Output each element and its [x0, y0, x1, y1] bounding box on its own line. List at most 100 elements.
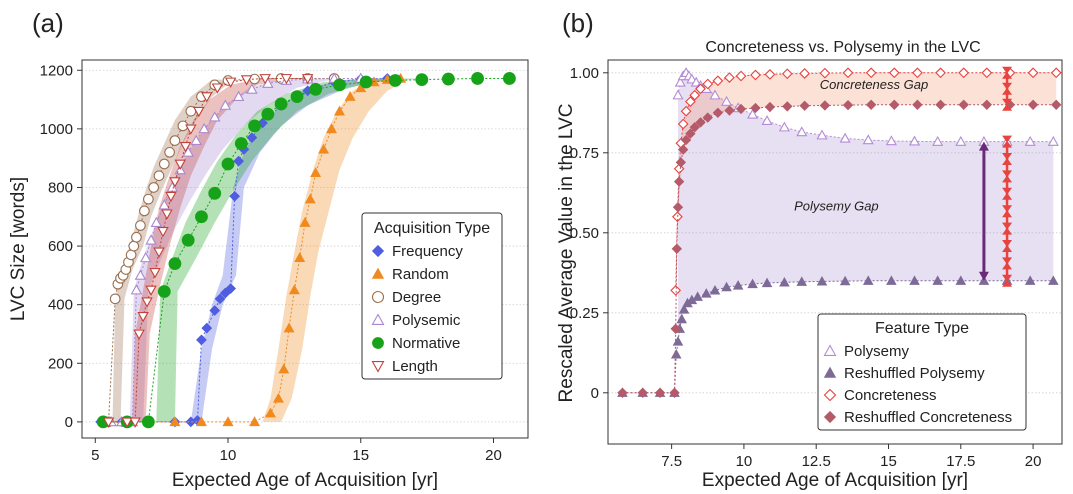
panel-b-title: Concreteness vs. Polysemy in the LVC	[705, 39, 980, 56]
panel-b-chart: Concreteness vs. Polysemy in the LVC Con…	[556, 39, 1063, 491]
panel-a-y-tick-label: 0	[65, 414, 73, 431]
point-concreteness	[695, 83, 706, 95]
point-polysemy	[709, 89, 721, 100]
point-degree	[109, 293, 121, 305]
panel-b-legend-item-polysemy: Polysemy	[844, 343, 910, 360]
band-random	[262, 79, 409, 422]
point-normative	[248, 119, 261, 133]
point-reshuffled-concreteness	[669, 387, 680, 398]
point-length	[145, 285, 157, 296]
panel-a-y-axis-label: LVC Size [words]	[8, 177, 29, 321]
point-polysemic	[209, 111, 221, 122]
panel-a-ticks: 0 200 400 600 800 1000 1200 5 10 15 20	[40, 62, 502, 464]
point-polysemy	[1024, 135, 1036, 146]
point-random	[304, 193, 316, 204]
panel-a-legend: Acquisition Type Frequency Random Degree Po…	[361, 212, 503, 380]
point-length	[211, 83, 224, 94]
point-reshuffled-polysemy	[1048, 275, 1059, 285]
point-normative	[441, 72, 455, 86]
panel-b-y-tick-label: 0.50	[570, 225, 599, 242]
point-normative	[168, 257, 182, 271]
point-reshuffled-concreteness	[842, 99, 854, 111]
point-reshuffled-concreteness	[675, 157, 687, 168]
point-normative	[234, 137, 248, 150]
panel-b-legend-marker-reshuffled-polysemy	[823, 366, 837, 378]
point-degree	[131, 231, 142, 243]
panel-a-legend-item-frequency: Frequency	[392, 243, 463, 260]
point-reshuffled-concreteness	[865, 99, 877, 110]
gap-arrow-1	[1002, 66, 1013, 111]
point-polysemy	[1047, 135, 1059, 146]
point-degree	[125, 249, 137, 261]
point-polysemic	[145, 234, 157, 245]
point-polysemy	[932, 135, 944, 146]
point-polysemic	[219, 99, 232, 110]
point-reshuffled-polysemy	[909, 275, 920, 285]
panel-a-legend-marker-polysemic	[371, 313, 385, 325]
panel-b-gap-arrows	[978, 66, 1013, 287]
point-polysemic	[150, 216, 163, 228]
point-normative	[359, 75, 373, 89]
panel-b-ticks: 0 0.25 0.50 0.75 1.00 7.5 10 12.5 15 17.5 20	[570, 65, 1042, 470]
point-polysemy	[862, 134, 874, 145]
panel-b-frame	[607, 59, 1063, 445]
point-reshuffled-concreteness	[735, 103, 747, 115]
point-random	[272, 392, 284, 403]
point-polysemy	[674, 76, 686, 87]
point-normative	[261, 107, 275, 121]
point-normative	[181, 233, 195, 247]
point-reshuffled-concreteness	[799, 100, 810, 111]
point-normative	[309, 82, 323, 96]
point-reshuffled-polysemy	[676, 313, 688, 324]
panel-b-legend-box	[817, 313, 1027, 431]
point-reshuffled-polysemy	[672, 336, 684, 346]
panel-b-x-tick-label: 17.5	[946, 453, 975, 470]
point-frequency	[229, 190, 241, 202]
point-degree	[135, 220, 146, 231]
concreteness-gap-label: Concreteness Gap	[820, 77, 928, 92]
point-reshuffled-concreteness	[695, 117, 706, 128]
panel-a-legend-marker-normative	[372, 337, 384, 349]
point-concreteness	[677, 118, 689, 130]
point-polysemy	[908, 135, 921, 146]
point-length	[133, 329, 145, 340]
point-reshuffled-concreteness	[935, 99, 946, 110]
point-concreteness	[735, 70, 747, 82]
series-polysemy	[672, 67, 1059, 146]
panel-a-x-tick-label: 5	[91, 447, 99, 464]
panel-b-y-tick-label: 0.25	[570, 305, 599, 322]
point-polysemy	[796, 126, 808, 137]
gap-arrow-0	[978, 141, 989, 281]
polysemy-gap-label: Polysemy Gap	[794, 198, 879, 213]
point-degree	[158, 158, 170, 170]
point-reshuffled-polysemy	[955, 275, 967, 285]
point-polysemy	[747, 108, 759, 119]
point-reshuffled-polysemy	[701, 288, 712, 298]
panel-a-legend-marker-degree	[371, 290, 385, 304]
point-reshuffled-polysemy	[816, 276, 828, 286]
point-polysemic	[158, 199, 171, 210]
point-concreteness	[819, 67, 831, 79]
point-normative	[221, 157, 235, 171]
point-reshuffled-polysemy	[692, 291, 703, 301]
point-random	[278, 363, 290, 374]
point-concreteness	[842, 67, 854, 79]
panel-b-legend-marker-concreteness	[823, 388, 837, 402]
point-reshuffled-concreteness	[1027, 99, 1039, 110]
band-degree	[112, 79, 234, 422]
panel-a-legend-item-normative: Normative	[392, 335, 460, 352]
point-polysemy	[721, 95, 733, 106]
panel-a-x-tick-label: 15	[352, 447, 369, 464]
point-normative	[503, 72, 516, 85]
point-reshuffled-concreteness	[1051, 99, 1062, 110]
series-reshuffled-concreteness	[617, 99, 1062, 398]
point-reshuffled-polysemy	[779, 276, 790, 287]
point-length	[129, 417, 141, 428]
point-concreteness	[724, 72, 735, 83]
point-polysemy	[955, 135, 967, 146]
point-reshuffled-concreteness	[617, 387, 628, 398]
point-length	[102, 417, 115, 428]
point-concreteness	[702, 78, 714, 90]
point-concreteness	[764, 69, 776, 80]
panel-b-y-axis-label: Rescaled Average Value in the LVC	[556, 104, 577, 403]
